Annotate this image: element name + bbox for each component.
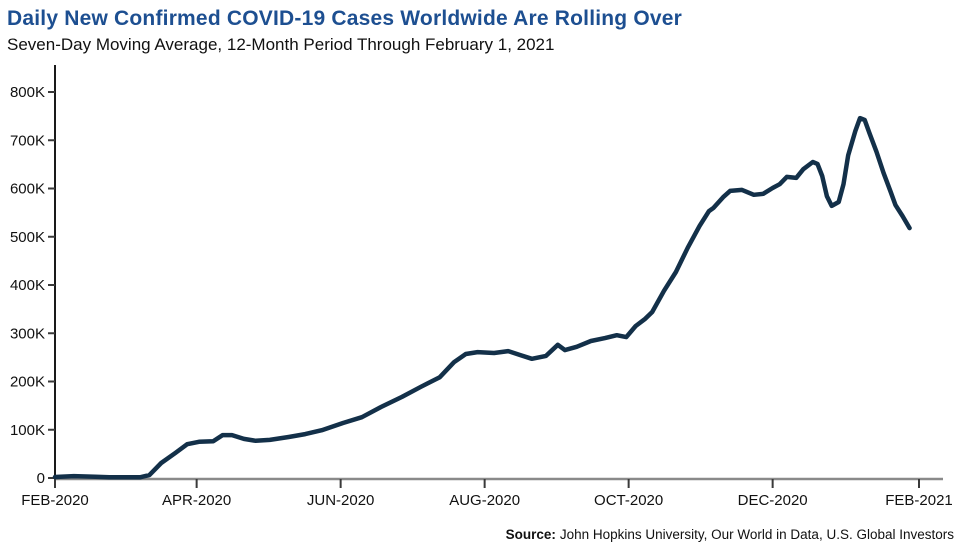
y-tick-label: 200K: [10, 374, 45, 391]
y-tick-label: 500K: [10, 229, 45, 246]
x-tick-label: OCT-2020: [594, 492, 663, 509]
y-tick-label: 700K: [10, 132, 45, 149]
y-tick-label: 100K: [10, 422, 45, 439]
x-tick-label: FEB-2021: [885, 492, 953, 509]
x-tick-label: JUN-2020: [307, 492, 375, 509]
y-tick-label: 600K: [10, 181, 45, 198]
source-text: John Hopkins University, Our World in Da…: [559, 527, 954, 542]
x-tick-label: FEB-2020: [21, 492, 89, 509]
y-tick-label: 400K: [10, 277, 45, 294]
y-tick-label: 0: [37, 470, 45, 487]
source-label: Source:: [505, 527, 556, 542]
x-tick-label: AUG-2020: [449, 492, 520, 509]
x-tick-label: DEC-2020: [738, 492, 808, 509]
x-tick-label: APR-2020: [162, 492, 231, 509]
y-tick-label: 800K: [10, 84, 45, 101]
chart-title: Daily New Confirmed COVID-19 Cases World…: [7, 7, 683, 30]
y-tick-label: 300K: [10, 325, 45, 342]
source-note: Source: John Hopkins University, Our Worl…: [506, 527, 954, 542]
data-line: [52, 115, 912, 480]
chart-subtitle: Seven-Day Moving Average, 12-Month Perio…: [7, 35, 555, 54]
